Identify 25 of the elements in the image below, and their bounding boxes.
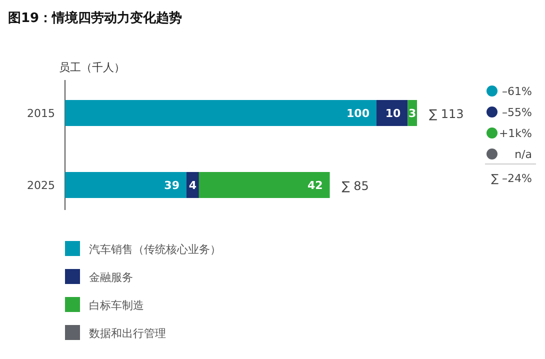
text: ∑ –24% xyxy=(491,172,532,185)
text: –61% xyxy=(502,85,532,98)
data-label: 3 xyxy=(408,107,416,120)
data-label: 4 xyxy=(188,179,197,192)
y-tick-label: 2015 xyxy=(27,107,55,120)
data-label: 100 xyxy=(346,107,370,120)
text: +1k% xyxy=(498,127,532,140)
y-axis-title: 员工（千人） xyxy=(59,61,125,74)
text: n/a xyxy=(514,148,532,161)
bar xyxy=(65,172,186,198)
data-label: 42 xyxy=(307,179,323,192)
bar xyxy=(198,172,330,198)
legend-label: 白标车制造 xyxy=(89,299,144,312)
data-label: 39 xyxy=(164,179,180,192)
legend-label: 金融服务 xyxy=(89,271,133,284)
legend-label: 汽车销售（传统核心业务） xyxy=(89,243,221,256)
legend-label: 数据和出行管理 xyxy=(89,327,166,340)
bar xyxy=(376,100,408,126)
bar xyxy=(65,100,377,126)
y-tick-label: 2025 xyxy=(27,179,55,192)
data-label: 10 xyxy=(385,107,401,120)
total-label: ∑ 85 xyxy=(342,179,369,193)
text: –55% xyxy=(502,106,532,119)
chart-title: 图19：情境四劳动力变化趋势 xyxy=(8,10,182,26)
total-label: ∑ 113 xyxy=(429,107,464,121)
